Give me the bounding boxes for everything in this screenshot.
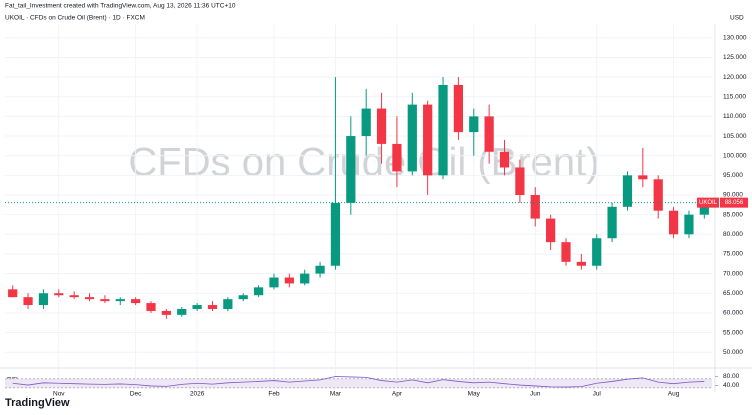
y-tick-label: 90.000 [723, 192, 743, 199]
price-tag [720, 197, 748, 208]
candle-body [438, 84, 448, 176]
y-tick-label: 130.000 [723, 35, 747, 42]
candle-body [269, 277, 279, 288]
candle-body [592, 238, 602, 266]
rsi-band [5, 378, 712, 388]
candle-body [407, 104, 417, 172]
candle-body [69, 295, 79, 298]
candle-body [84, 297, 95, 300]
candle-body [361, 108, 371, 137]
candle-body [8, 289, 18, 298]
candle-body [653, 179, 663, 211]
candle-body [469, 116, 479, 133]
y-tick-label: 75.000 [723, 251, 743, 258]
y-tick-label: 70.000 [723, 270, 743, 277]
candle-body [561, 242, 571, 262]
price-tag-label: 88.056 [725, 200, 744, 206]
candle-body [284, 277, 294, 284]
x-tick-label: 2026 [190, 391, 205, 398]
candle-body [346, 136, 356, 203]
x-tick-label: Dec [130, 391, 142, 398]
candle-body [668, 210, 679, 235]
credit: Fat_tail_Investment created with Trading… [5, 3, 236, 10]
x-tick-label: Aug [668, 391, 680, 398]
candle-body [146, 303, 156, 311]
y-tick-label: 50.000 [723, 349, 743, 356]
candle-body [100, 299, 110, 302]
candle-body [530, 195, 540, 219]
rsi-line [12, 376, 705, 388]
symbol-tag [697, 197, 719, 208]
x-tick-label: May [468, 391, 481, 398]
x-tick-label: Jun [530, 391, 541, 398]
candle-body [38, 293, 49, 306]
y-tick-label: 65.000 [723, 290, 743, 297]
candle-body [238, 295, 248, 300]
x-tick-label: Jul [593, 391, 602, 398]
candle-body [207, 305, 218, 309]
candle-body [192, 305, 202, 309]
y-tick-label: 115.000 [723, 93, 746, 100]
candle-body [115, 299, 125, 302]
symbol-tag-label: UKOIL [699, 200, 718, 206]
candle-body [638, 175, 648, 180]
x-tick-label: Apr [392, 391, 403, 398]
candle-body [453, 84, 464, 133]
x-tick-label: Feb [268, 391, 280, 398]
candle-body [253, 287, 264, 296]
candle-body [392, 143, 402, 172]
y-tick-label: 85.000 [723, 211, 743, 218]
candle-body [622, 175, 633, 207]
watermark: CFDs on Crude Oil (Brent) [128, 141, 599, 185]
currency: USD [730, 15, 744, 22]
y-tick-label: 120.000 [723, 74, 747, 81]
y-tick-label: 125.000 [723, 54, 747, 61]
candle-body [576, 261, 586, 266]
candle-body [607, 206, 617, 239]
candle-body [223, 299, 233, 309]
x-tick-label: Nov [53, 391, 65, 398]
candle-body [376, 108, 387, 144]
y-tick-label: 55.000 [723, 329, 743, 336]
candle-body [54, 293, 64, 296]
rsi-tick-label: 80.00 [723, 373, 740, 380]
candle-body [177, 308, 187, 315]
y-tick-label: 80.000 [723, 231, 743, 238]
symbol-line: UKOIL · CFDs on Crude Oil (Brent) · 1D ·… [5, 15, 145, 22]
candle-body [131, 299, 141, 304]
y-tick-label: 100.000 [723, 152, 747, 159]
candle-body [546, 218, 556, 243]
candle-body [499, 151, 510, 168]
candle-body [515, 167, 525, 195]
candle-body [699, 202, 709, 215]
candle-body [315, 265, 325, 274]
candle-body [684, 214, 694, 235]
candle-body [484, 116, 494, 152]
rsi-tick-label: 40.00 [723, 382, 740, 389]
candle-body [300, 273, 310, 284]
candle-body [23, 297, 33, 306]
y-tick-label: 95.000 [723, 172, 743, 179]
footer-logo: TradingView [5, 397, 70, 409]
y-tick-label: 105.000 [723, 133, 747, 140]
y-tick-label: 110.000 [723, 113, 746, 120]
candle-body [330, 202, 341, 266]
y-tick-label: 60.000 [723, 310, 743, 317]
candle-body [423, 104, 433, 176]
x-tick-label: Mar [330, 391, 342, 398]
candle-body [161, 310, 171, 315]
